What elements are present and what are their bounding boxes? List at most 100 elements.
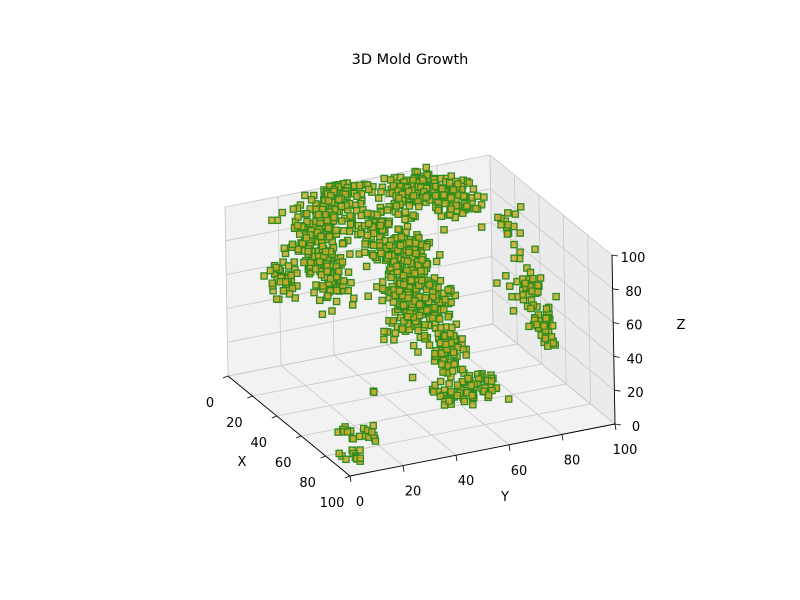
voxel-cube [436, 392, 445, 401]
voxel-cube [480, 193, 488, 201]
grid-line-floor-x [325, 403, 591, 457]
voxel-cube [338, 217, 346, 225]
voxel-cube [396, 241, 405, 250]
voxel-cube [290, 258, 298, 266]
voxel-cube [349, 435, 357, 443]
voxel-cube [293, 221, 302, 230]
voxel-cube [377, 249, 385, 258]
grid-line-floor-x [252, 343, 518, 397]
voxel-cube [380, 335, 388, 344]
voxel-cube [441, 295, 449, 304]
voxel-cube [425, 281, 434, 289]
grid-line-back-y [489, 154, 494, 325]
grid-line-side-x [562, 214, 567, 385]
voxel-cube [387, 273, 395, 282]
voxel-cube [389, 182, 398, 190]
voxel-cube [355, 181, 364, 190]
grid-line-floor-y [333, 354, 457, 456]
voxel-cube [323, 267, 331, 276]
voxel-cube [502, 272, 510, 280]
z-tick-label: 60 [626, 319, 643, 334]
voxel-cube [326, 275, 335, 283]
voxel-cube [472, 204, 480, 213]
y-tick-label: 40 [458, 474, 475, 489]
voxel-cube [346, 250, 354, 258]
voxel-cube [332, 286, 341, 295]
voxel-cube [324, 292, 332, 300]
voxel-cube [350, 294, 358, 303]
voxel-cube [451, 291, 460, 300]
voxel-layer [260, 163, 560, 465]
voxel-cube [504, 209, 512, 217]
voxel-cube [417, 276, 426, 285]
voxel-cube [357, 211, 366, 220]
voxel-cube [272, 295, 281, 303]
voxel-cube [421, 294, 430, 302]
y-axis-label: Y [500, 490, 509, 505]
voxel-cube [438, 360, 446, 368]
voxel-cube [510, 254, 518, 262]
grid-line-floor-y [492, 323, 616, 425]
voxel-cube [328, 307, 336, 315]
voxel-cube [436, 251, 444, 259]
z-tick-mark [613, 322, 620, 324]
voxel-cube [323, 216, 331, 225]
voxel-cube [447, 205, 455, 213]
voxel-cube [407, 276, 415, 285]
voxel-cube [385, 241, 394, 250]
z-tick-mark [613, 356, 620, 358]
voxel-cube [301, 191, 309, 200]
voxel-cube [429, 388, 438, 396]
voxel-cube [449, 186, 457, 194]
grid-line-side-z [489, 154, 613, 256]
voxel-cube [303, 217, 311, 226]
voxel-cube [361, 240, 369, 248]
voxel-cube [319, 282, 327, 290]
voxel-cube [280, 244, 289, 253]
voxel-cube [422, 243, 431, 251]
chart-title: 3D Mold Growth [352, 52, 469, 68]
voxel-cube [346, 220, 355, 229]
voxel-cube [440, 401, 449, 409]
voxel-cube [339, 277, 348, 285]
voxel-cube [335, 195, 343, 204]
voxel-cube [516, 203, 525, 211]
voxel-cube [447, 298, 455, 307]
voxel-cube [370, 388, 378, 396]
voxel-cube [391, 329, 400, 337]
voxel-cube [348, 301, 357, 309]
voxel-cube [332, 297, 341, 306]
voxel-cube [318, 310, 327, 319]
x-tick-label: 100 [320, 496, 345, 511]
voxel-cube [510, 240, 518, 249]
voxel-cube [467, 381, 475, 390]
voxel-cube [330, 213, 338, 222]
voxel-cube [549, 339, 558, 347]
voxel-cube [445, 179, 454, 187]
voxel-cube [347, 278, 355, 287]
voxel-cube [533, 320, 541, 329]
voxel-cube [526, 268, 535, 277]
voxel-cube [409, 192, 418, 200]
voxel-cube [421, 320, 429, 329]
voxel-cube [411, 269, 419, 278]
voxel-cube [414, 348, 422, 356]
y-tick-mark [614, 423, 617, 431]
voxel-cube [376, 221, 385, 230]
y-tick-label: 100 [613, 443, 638, 458]
y-tick-label: 80 [564, 453, 581, 468]
voxel-cube [391, 291, 399, 299]
voxel-cube [399, 271, 408, 280]
voxel-cube [304, 247, 312, 256]
y-tick-mark [508, 444, 511, 451]
voxel-cube [458, 335, 466, 343]
voxel-cube [422, 193, 430, 201]
voxel-cube [439, 368, 447, 376]
x-tick-label: 80 [299, 476, 316, 491]
voxel-cube [352, 206, 361, 215]
voxel-cube [516, 229, 524, 237]
voxel-cube [363, 231, 372, 240]
voxel-cube [548, 321, 557, 330]
voxel-cube [547, 332, 556, 341]
voxel-cube [401, 215, 409, 224]
